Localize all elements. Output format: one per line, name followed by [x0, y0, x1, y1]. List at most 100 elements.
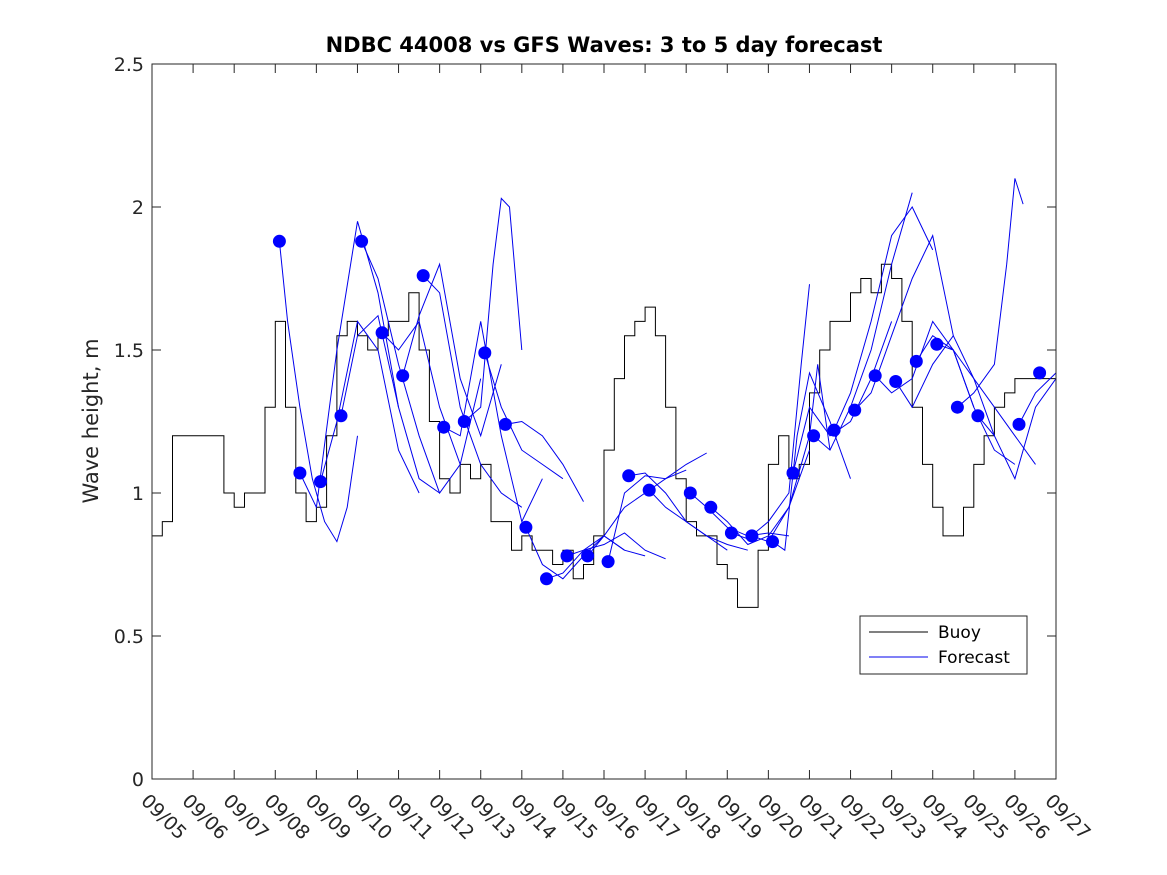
forecast-series-line-35	[1018, 372, 1057, 425]
legend-forecast-label: Forecast	[938, 648, 1010, 668]
x-tick-label: 09/15	[547, 790, 601, 844]
forecast-marker-9	[437, 420, 451, 434]
forecast-marker-5	[355, 234, 369, 248]
forecast-series-line-15	[566, 532, 666, 560]
y-tick-label: 2	[132, 197, 144, 219]
forecast-series-line-23	[751, 364, 831, 543]
y-tick-label: 0	[132, 769, 144, 791]
y-tick-label: 0.5	[114, 626, 144, 648]
legend-buoy-label: Buoy	[938, 623, 981, 643]
chart-title: NDBC 44008 vs GFS Waves: 3 to 5 day fore…	[326, 33, 883, 57]
forecast-marker-25	[786, 466, 800, 480]
forecast-series-line-17	[607, 452, 707, 562]
forecast-series-line-12	[505, 420, 584, 502]
forecast-series-line-6	[381, 320, 482, 467]
x-tick-label: 09/25	[958, 790, 1012, 844]
forecast-marker-6	[375, 326, 389, 340]
forecast-series-line-21	[710, 449, 810, 546]
x-tick-label: 09/14	[506, 790, 560, 844]
forecast-marker-23	[745, 529, 759, 543]
x-tick-label: 09/24	[917, 790, 971, 844]
forecast-series-line-29	[874, 320, 975, 408]
marker-layer	[272, 234, 1047, 586]
forecast-marker-31	[909, 354, 923, 368]
y-tick-label: 2.5	[114, 54, 144, 76]
forecast-marker-20	[683, 486, 697, 500]
forecast-series-line-28	[854, 234, 954, 411]
forecast-marker-27	[827, 423, 841, 437]
x-tick-label: 09/21	[794, 790, 848, 844]
forecast-marker-15	[560, 549, 574, 563]
series-layer	[152, 178, 1057, 608]
y-tick-label: 1	[132, 483, 144, 505]
x-tick-label: 09/06	[178, 790, 232, 844]
forecast-marker-8	[416, 269, 430, 283]
forecast-series-line-27	[833, 206, 934, 431]
forecast-marker-33	[950, 400, 964, 414]
forecast-series-line-7	[402, 262, 502, 438]
forecast-marker-14	[540, 572, 553, 586]
x-tick-label: 09/26	[999, 790, 1053, 844]
forecast-series-line-4	[340, 314, 440, 494]
forecast-series-line-18	[628, 472, 728, 551]
forecast-marker-3	[314, 475, 327, 489]
forecast-series-line-1	[278, 241, 358, 543]
x-tick-label: 09/11	[383, 790, 437, 844]
forecast-marker-35	[1012, 417, 1026, 431]
legend-box	[859, 615, 1028, 675]
forecast-marker-19	[642, 483, 656, 497]
forecast-series-line-31	[915, 334, 1016, 465]
forecast-marker-22	[724, 526, 738, 540]
x-tick-label: 09/22	[835, 790, 889, 844]
x-tick-label: 09/05	[136, 790, 190, 844]
forecast-marker-16	[581, 549, 595, 563]
x-tick-label: 09/09	[301, 790, 355, 844]
tick-layer: 00.511.522.509/0509/0609/0709/0809/0909/…	[114, 54, 1095, 844]
forecast-series-line-19	[648, 489, 748, 551]
forecast-series-line-33	[957, 178, 1024, 408]
forecast-marker-21	[704, 500, 718, 514]
forecast-marker-10	[457, 415, 471, 428]
forecast-series-line-32	[936, 343, 1036, 465]
forecast-series-line-10	[463, 197, 523, 422]
x-tick-label: 09/10	[342, 790, 396, 844]
forecast-series-line-2	[299, 221, 399, 510]
x-tick-label: 09/27	[1040, 790, 1094, 844]
forecast-marker-1	[272, 234, 286, 248]
forecast-marker-32	[930, 337, 944, 351]
forecast-series-line-11	[484, 352, 564, 480]
x-tick-label: 09/16	[588, 790, 642, 844]
forecast-series-line-9	[443, 321, 543, 524]
forecast-marker-18	[622, 469, 636, 483]
forecast-marker-12	[498, 417, 512, 431]
forecast-series-line-8	[422, 275, 523, 508]
forecast-marker-29	[868, 369, 882, 383]
x-tick-label: 09/17	[630, 790, 684, 844]
forecast-marker-26	[807, 429, 821, 443]
x-tick-label: 09/12	[424, 790, 478, 844]
forecast-marker-2	[293, 466, 307, 480]
forecast-series-line-3	[320, 320, 420, 494]
forecast-marker-30	[889, 375, 903, 388]
x-tick-label: 09/08	[260, 790, 314, 844]
forecast-series-line-34	[977, 378, 1057, 481]
forecast-marker-11	[478, 346, 492, 360]
x-tick-label: 09/23	[876, 790, 930, 844]
forecast-series-line-5	[361, 241, 461, 495]
forecast-marker-17	[601, 555, 615, 569]
forecast-marker-28	[848, 403, 862, 417]
y-tick-label: 1.5	[114, 340, 144, 362]
forecast-series-line-24	[772, 371, 851, 552]
forecast-marker-36	[1033, 366, 1047, 380]
forecast-marker-4	[334, 409, 348, 423]
forecast-marker-7	[396, 369, 410, 383]
buoy-series-line	[152, 263, 1056, 608]
x-tick-label: 09/20	[753, 790, 807, 844]
forecast-marker-34	[971, 409, 985, 423]
x-tick-label: 09/07	[219, 790, 273, 844]
forecast-series-line-25	[792, 321, 893, 474]
y-axis-label: Wave height, m	[79, 338, 103, 503]
forecast-series-line-14	[546, 535, 646, 580]
forecast-series-line-22	[731, 284, 810, 540]
